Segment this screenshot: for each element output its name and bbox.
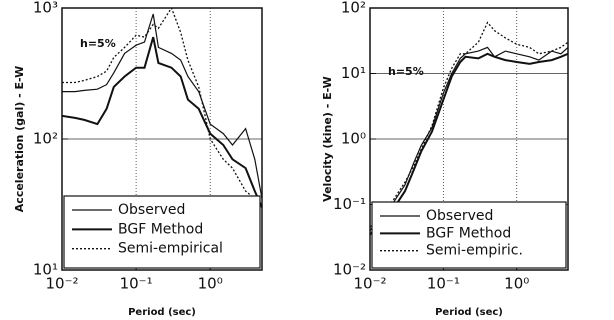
x-tick-label: 10⁻² [45,275,78,293]
legend-label: Observed [426,208,493,224]
x-axis-label: Period (sec) [435,307,503,318]
y-tick-label: 10⁻¹ [333,195,366,213]
series-line [62,36,262,208]
legend-label: Observed [118,202,185,218]
legend-box [371,201,567,269]
x-tick-label: 10⁰ [198,275,223,293]
y-tick-label: 10³ [33,0,58,17]
x-tick-label: 10⁻¹ [427,275,460,293]
series-line [62,8,262,208]
x-tick-label: 10⁻² [353,275,386,293]
x-tick-label: 10⁰ [504,275,529,293]
legend-label: Semi-empiric. [426,243,523,259]
legend-label: Semi-empirical [118,241,223,257]
series-line [370,46,568,231]
x-axis-label: Period (sec) [128,307,196,318]
annotation: h=5% [80,37,116,50]
plot-frame [61,7,263,271]
annotation: h=5% [388,65,424,78]
legend-label: BGF Method [118,221,203,237]
series-line [62,13,262,199]
legend-label: BGF Method [426,225,511,241]
y-tick-label: 10² [33,130,58,148]
series-line [370,52,568,236]
y-tick-label: 10¹ [33,261,58,279]
plot-frame [369,7,569,271]
y-tick-label: 10¹ [341,64,366,82]
y-tick-label: 10⁰ [341,130,366,148]
y-axis-label: Velocity (kine) - E-W [321,76,334,202]
x-tick-label: 10⁻¹ [120,275,153,293]
legend-box [63,195,261,269]
y-axis-label: Acceleration (gal) - E-W [13,66,26,212]
y-tick-label: 10² [341,0,366,17]
y-tick-label: 10⁻² [333,261,366,279]
